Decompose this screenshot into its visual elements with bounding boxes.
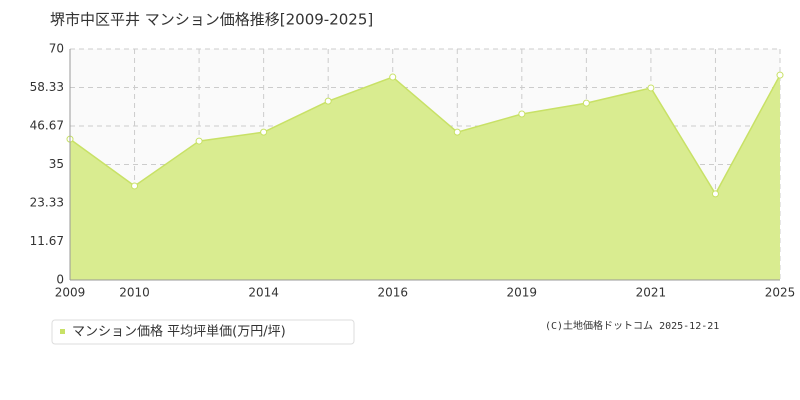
area	[70, 75, 780, 280]
point	[582, 99, 590, 107]
x-tick-label: 2014	[248, 286, 279, 300]
x-tick-label: 2016	[377, 286, 408, 300]
y-tick-label: 23.33	[30, 196, 64, 210]
point	[131, 182, 139, 190]
chart-title: 堺市中区平井 マンション価格推移[2009-2025]	[50, 11, 373, 29]
legend-swatch	[60, 329, 65, 334]
legend-box	[51, 319, 355, 345]
point	[324, 97, 332, 105]
x-tick-label: 2025	[765, 286, 796, 300]
point	[195, 137, 203, 145]
point	[711, 190, 719, 198]
point	[453, 128, 461, 136]
x-tick-label: 2010	[119, 286, 150, 300]
point	[389, 73, 397, 81]
y-tick-label: 46.67	[30, 118, 64, 132]
point	[776, 71, 784, 79]
x-tick-label: 2021	[636, 286, 667, 300]
y-tick-label: 70	[49, 42, 64, 56]
x-tick-label: 2009	[55, 286, 86, 300]
x-tick-label: 2019	[507, 286, 538, 300]
y-tick-label: 58.33	[30, 80, 64, 94]
line	[69, 74, 781, 196]
point	[647, 84, 655, 92]
y-tick-label: 11.67	[30, 234, 64, 248]
point	[260, 128, 268, 136]
footer: (C)土地価格ドットコム 2025-12-21	[545, 319, 719, 332]
y-tick-label: 35	[49, 157, 64, 171]
y-tick-label: 0	[56, 273, 64, 287]
legend-label: マンション価格 平均坪単価(万円/坪)	[72, 324, 286, 340]
point	[518, 110, 526, 118]
